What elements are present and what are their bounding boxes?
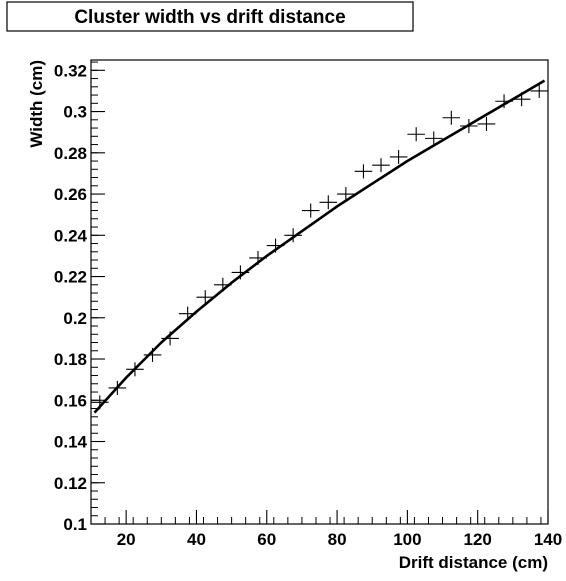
data-point (214, 277, 232, 292)
y-axis-title: Width (cm) (27, 60, 46, 148)
data-point (354, 164, 373, 179)
data-point (424, 131, 443, 146)
y-tick-label: 0.12 (54, 474, 87, 493)
fit-curve-group (93, 79, 546, 414)
data-point (319, 195, 338, 210)
x-tick-label: 80 (328, 530, 347, 549)
x-axis (90, 510, 549, 524)
data-point (91, 395, 109, 410)
data-point (126, 362, 144, 377)
data-point (284, 228, 302, 243)
x-tick-label: 60 (257, 530, 276, 549)
chart-title: Cluster width vs drift distance (74, 7, 345, 28)
y-tick-label: 0.24 (54, 226, 88, 245)
y-tick-label: 0.28 (54, 144, 87, 163)
x-tick-labels: 20 40 60 80 100 120 140 (117, 530, 562, 549)
plot-frame (90, 59, 549, 525)
data-point (530, 83, 548, 98)
y-tick-label: 0.26 (54, 185, 87, 204)
data-points (91, 83, 548, 410)
fit-curve (93, 79, 546, 414)
data-point (196, 290, 215, 305)
data-point (442, 110, 461, 125)
data-point (143, 347, 162, 362)
data-point (161, 331, 179, 346)
data-point (231, 265, 250, 280)
y-tick-label: 0.14 (54, 433, 88, 452)
data-point (372, 158, 390, 173)
y-tick-label: 0.2 (63, 309, 87, 328)
x-tick-label: 120 (464, 530, 492, 549)
x-tick-label: 100 (393, 530, 421, 549)
y-tick-label: 0.3 (63, 103, 87, 122)
y-tick-label: 0.1 (63, 515, 87, 534)
x-tick-label: 40 (187, 530, 206, 549)
data-point (477, 116, 496, 131)
y-axis (91, 61, 105, 525)
data-point (460, 118, 478, 133)
data-point (178, 306, 197, 321)
data-point (512, 92, 531, 107)
data-point (249, 250, 267, 265)
data-point (389, 149, 408, 164)
y-tick-label: 0.16 (54, 391, 87, 410)
data-point (301, 203, 320, 218)
data-point (266, 238, 285, 253)
y-tick-label: 0.32 (54, 61, 87, 80)
y-tick-label: 0.22 (54, 268, 87, 287)
title-box (6, 1, 414, 32)
x-tick-label: 140 (534, 530, 562, 549)
x-axis-title: Drift distance (cm) (399, 553, 548, 572)
data-point (407, 127, 425, 142)
data-point (337, 187, 355, 202)
data-point (108, 380, 127, 395)
data-point (495, 94, 513, 109)
x-tick-label: 20 (117, 530, 136, 549)
y-tick-label: 0.18 (54, 350, 87, 369)
y-tick-labels: 0.1 0.12 0.14 0.16 0.18 0.2 0.22 0.24 0.26 0.28 0.… (54, 61, 88, 534)
